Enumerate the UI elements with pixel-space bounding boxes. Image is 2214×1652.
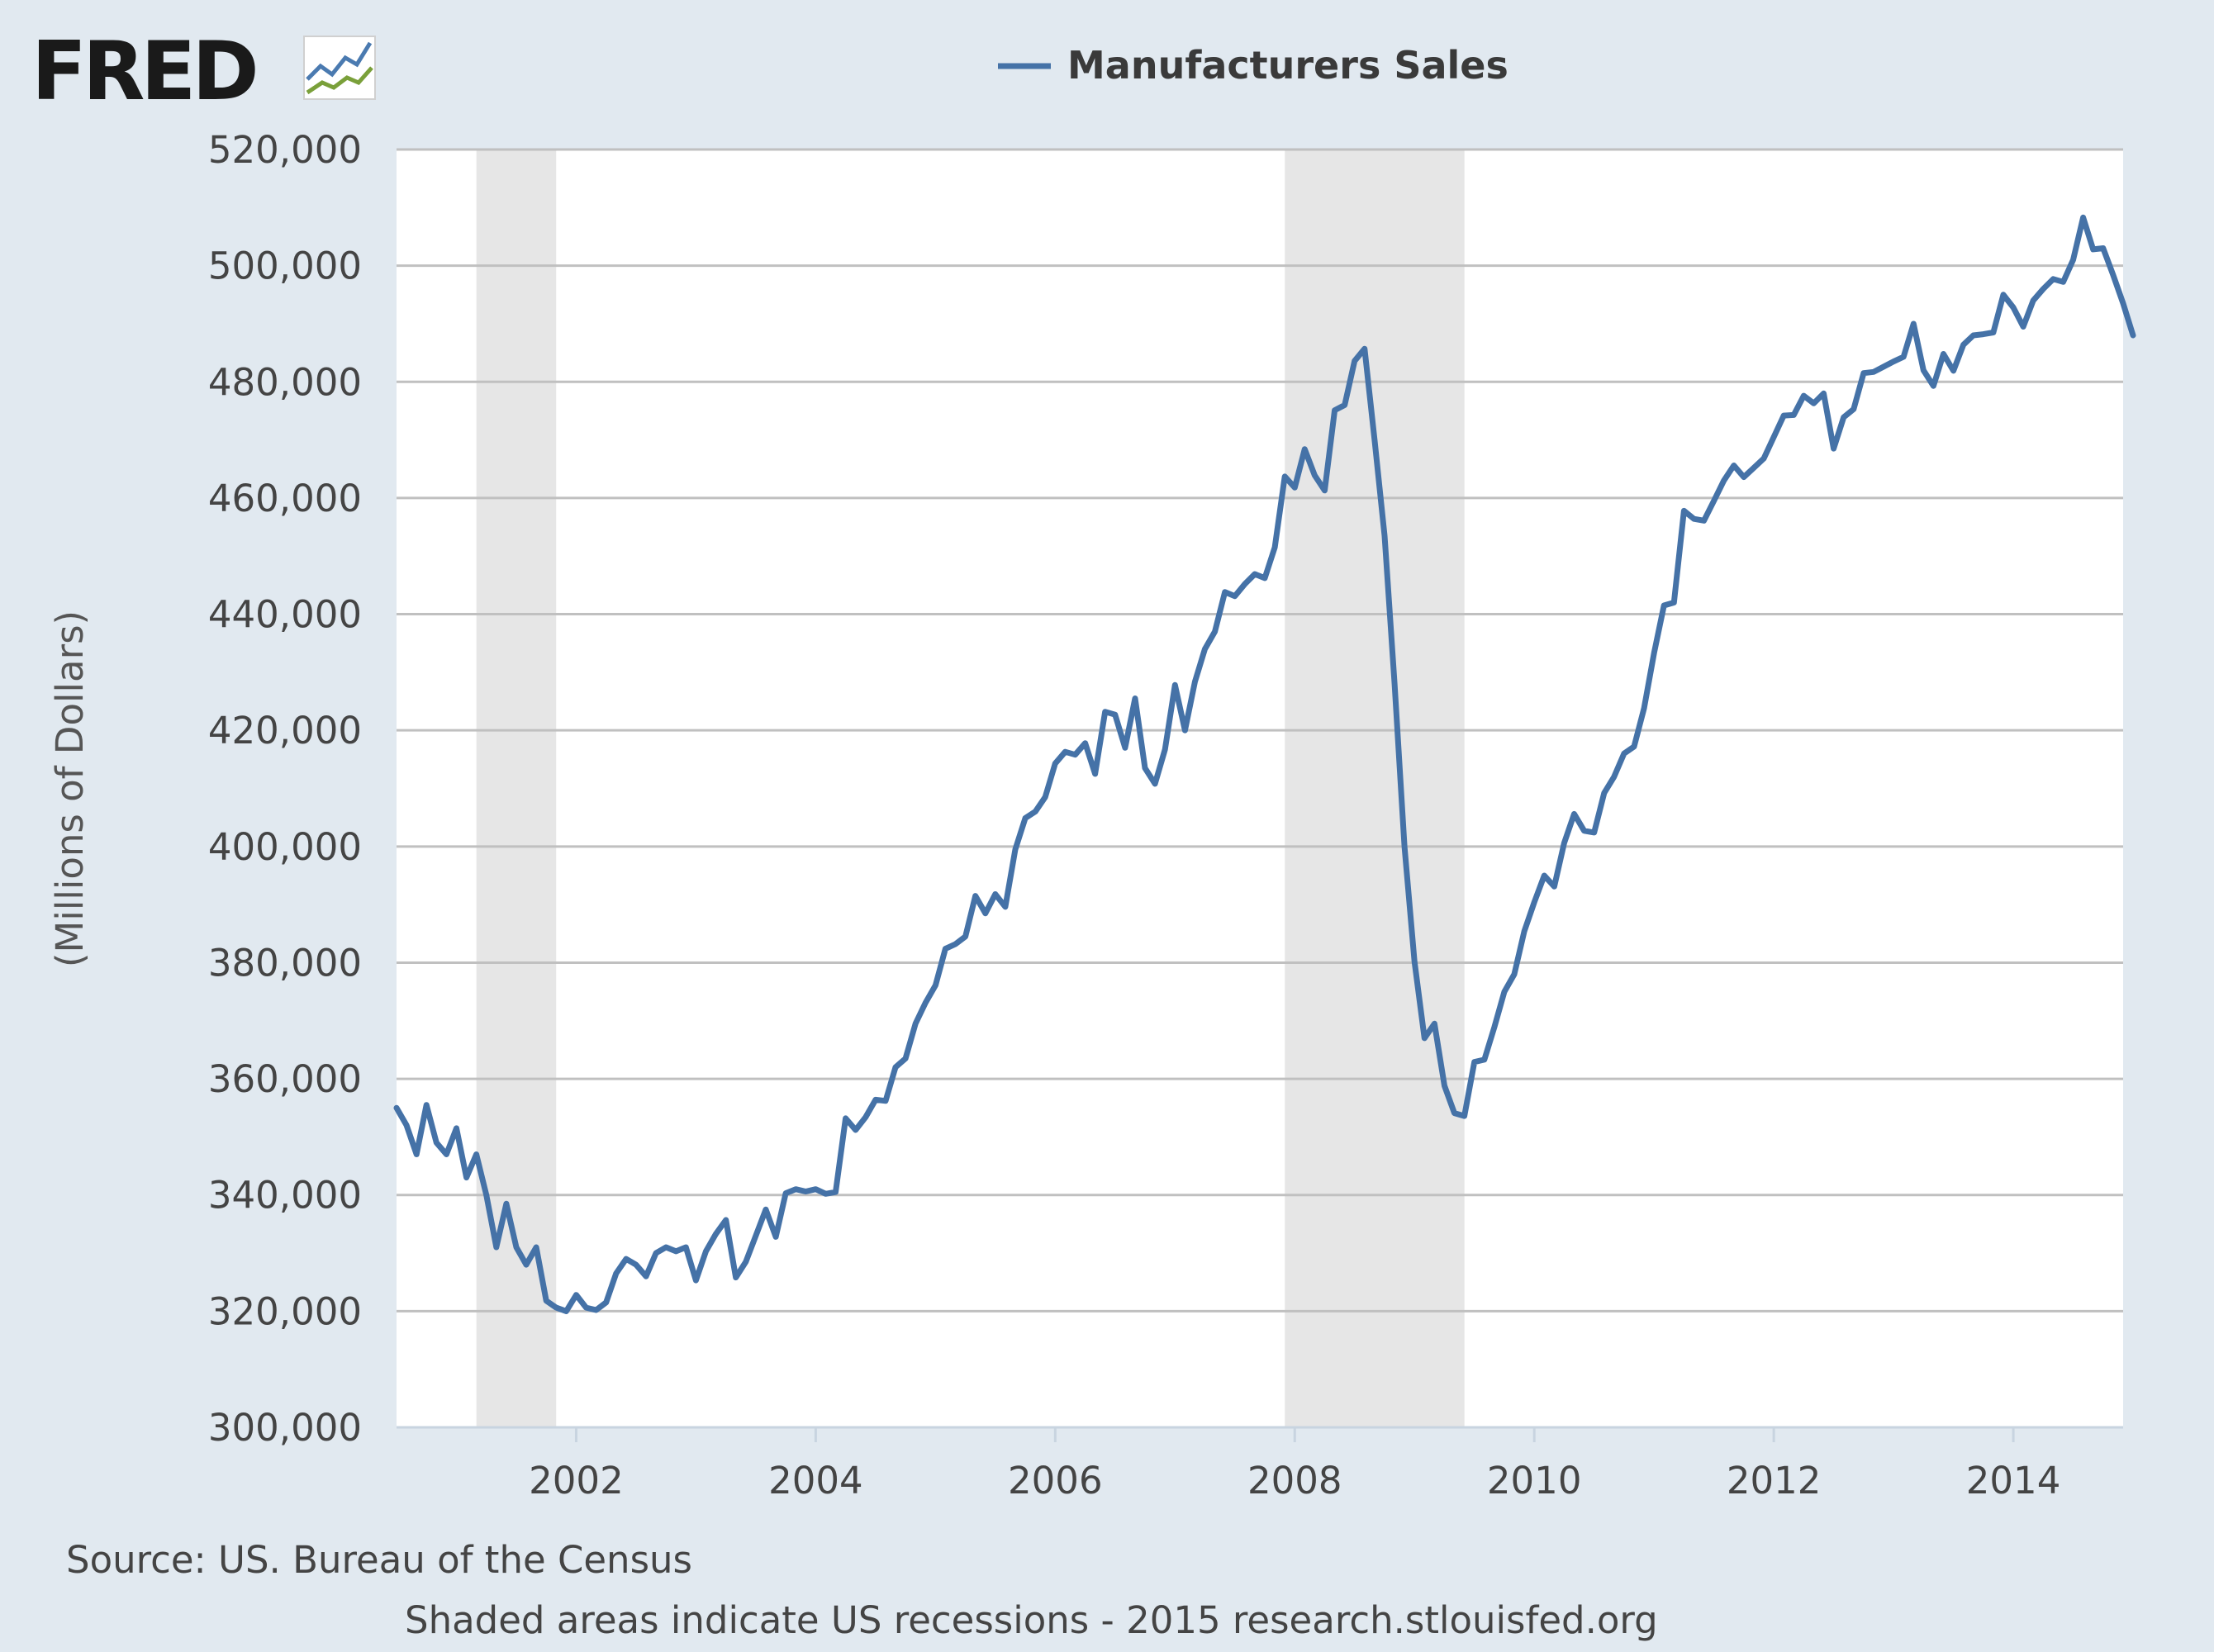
plot-area	[397, 150, 2123, 1427]
legend[interactable]: Manufacturers Sales	[998, 43, 1508, 88]
x-tick-label: 2006	[1008, 1459, 1103, 1502]
y-tick-label: 360,000	[208, 1057, 362, 1101]
y-tick-label: 420,000	[208, 709, 362, 752]
fred-logo-text: FRED	[31, 25, 255, 119]
y-tick-label: 480,000	[208, 360, 362, 404]
y-tick-label: 320,000	[208, 1289, 362, 1333]
logo-chart-icon	[303, 36, 376, 100]
x-tick-label: 2014	[1966, 1459, 2061, 1502]
fred-logo[interactable]: FRED	[31, 25, 376, 119]
gridlines	[397, 148, 2123, 1429]
recession-band	[1285, 150, 1465, 1427]
y-tick-label: 300,000	[208, 1406, 362, 1450]
x-tick-label: 2010	[1487, 1459, 1582, 1502]
source-note: Source: US. Bureau of the Census	[66, 1538, 692, 1582]
y-tick-label: 520,000	[208, 128, 362, 172]
y-tick-label: 340,000	[208, 1174, 362, 1218]
series-layer	[393, 214, 2136, 1314]
x-tick-label: 2004	[768, 1459, 863, 1502]
x-tick-label: 2002	[529, 1459, 624, 1502]
legend-label: Manufacturers Sales	[1067, 43, 1508, 88]
recession-note: Shaded areas indicate US recessions - 20…	[405, 1598, 1658, 1642]
series-line-manufacturers-sales	[393, 214, 2136, 1314]
x-tick-label: 2008	[1247, 1459, 1342, 1502]
y-axis: 300,000 320,000 340,000 360,000 380,000 400,0…	[208, 128, 362, 1450]
x-tick-label: 2012	[1727, 1459, 1822, 1502]
y-tick-label: 460,000	[208, 477, 362, 520]
y-tick-label: 400,000	[208, 825, 362, 869]
y-tick-label: 500,000	[208, 244, 362, 288]
y-tick-label: 380,000	[208, 941, 362, 985]
x-axis: 2002 2004 2006 2008 2010 2012 2014	[397, 1426, 2123, 1502]
y-axis-title: (Millions of Dollars)	[48, 610, 92, 967]
y-tick-label: 440,000	[208, 593, 362, 637]
